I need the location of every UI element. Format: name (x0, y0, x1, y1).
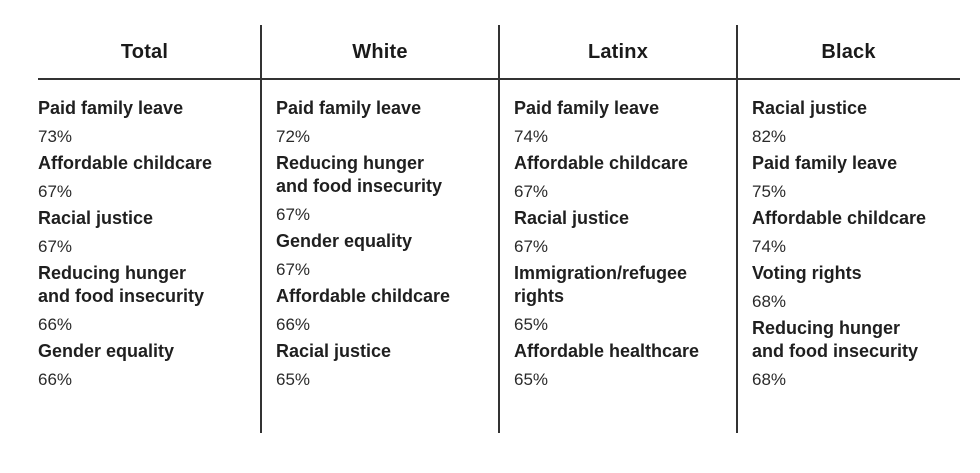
list-item: Reducing hunger and food insecurity 68% (752, 317, 960, 391)
column-divider (260, 25, 262, 433)
issue-label: Affordable childcare (514, 153, 689, 173)
column-divider (498, 25, 500, 433)
issue-percentage: 66% (38, 370, 73, 389)
issue-label: Racial justice (276, 341, 392, 361)
issue-percentage: 65% (514, 315, 549, 334)
list-item: Racial justice 67% (514, 207, 737, 258)
issue-label: Racial justice (752, 98, 868, 118)
issue-percentage: 67% (514, 237, 549, 256)
list-item: Racial justice 65% (276, 340, 499, 391)
issue-label: Paid family leave (514, 98, 660, 118)
issue-percentage: 74% (514, 127, 549, 146)
list-item: Racial justice 82% (752, 97, 960, 148)
issue-label: Racial justice (514, 208, 630, 228)
column-header: White (352, 41, 408, 63)
column-black: Black Racial justice 82% Paid family leave… (737, 25, 960, 433)
header-divider (38, 78, 960, 80)
issue-percentage: 66% (38, 315, 73, 334)
issues-table: Total Paid family leave 73% Affordable chi… (38, 25, 960, 433)
issue-percentage: 75% (752, 182, 787, 201)
issue-percentage: 67% (38, 237, 73, 256)
list-item: Voting rights 68% (752, 262, 960, 313)
column-total: Total Paid family leave 73% Affordable chi… (38, 25, 261, 433)
issue-percentage: 67% (276, 205, 311, 224)
list-item: Affordable childcare 67% (38, 152, 261, 203)
list-item: Paid family leave 75% (752, 152, 960, 203)
issue-label: Paid family leave (276, 98, 422, 118)
issue-label: Affordable healthcare (514, 341, 700, 361)
list-item: Reducing hunger and food insecurity 66% (38, 262, 261, 336)
list-item: Paid family leave 72% (276, 97, 499, 148)
issue-label: Reducing hunger and food insecurity (276, 153, 443, 196)
issue-percentage: 66% (276, 315, 311, 334)
issue-percentage: 67% (38, 182, 73, 201)
list-item: Affordable healthcare 65% (514, 340, 737, 391)
issue-label: Gender equality (276, 231, 413, 251)
list-item: Gender equality 67% (276, 230, 499, 281)
issue-percentage: 74% (752, 237, 787, 256)
issue-label: Affordable childcare (276, 286, 451, 306)
column-white: White Paid family leave 72% Reducing hunge… (261, 25, 499, 433)
issue-label: Immigration/refugee rights (514, 263, 688, 306)
column-items: Paid family leave 73% Affordable childcare… (38, 97, 261, 395)
issue-percentage: 67% (514, 182, 549, 201)
list-item: Affordable childcare 66% (276, 285, 499, 336)
issue-label: Affordable childcare (752, 208, 927, 228)
column-latinx: Latinx Paid family leave 74% Affordable ch… (499, 25, 737, 433)
list-item: Affordable childcare 74% (752, 207, 960, 258)
issue-percentage: 65% (276, 370, 311, 389)
issue-percentage: 65% (514, 370, 549, 389)
column-header: Black (821, 41, 876, 63)
issue-percentage: 82% (752, 127, 787, 146)
issue-percentage: 73% (38, 127, 73, 146)
issue-label: Racial justice (38, 208, 154, 228)
column-header: Latinx (587, 41, 649, 63)
issue-label: Paid family leave (38, 98, 184, 118)
list-item: Paid family leave 74% (514, 97, 737, 148)
list-item: Affordable childcare 67% (514, 152, 737, 203)
column-items: Racial justice 82% Paid family leave 75% Aff… (752, 97, 960, 395)
issue-percentage: 72% (276, 127, 311, 146)
issue-percentage: 68% (752, 370, 787, 389)
list-item: Paid family leave 73% (38, 97, 261, 148)
issue-label: Gender equality (38, 341, 175, 361)
column-items: Paid family leave 74% Affordable childcare… (514, 97, 737, 395)
issue-label: Reducing hunger and food insecurity (38, 263, 205, 306)
list-item: Immigration/refugee rights 65% (514, 262, 737, 336)
column-divider (736, 25, 738, 433)
column-header: Total (120, 41, 169, 63)
column-items: Paid family leave 72% Reducing hunger and … (276, 97, 499, 395)
issue-label: Paid family leave (752, 153, 898, 173)
issue-label: Voting rights (752, 263, 862, 283)
issue-label: Reducing hunger and food insecurity (752, 318, 919, 361)
list-item: Racial justice 67% (38, 207, 261, 258)
list-item: Reducing hunger and food insecurity 67% (276, 152, 499, 226)
issue-percentage: 68% (752, 292, 787, 311)
issue-label: Affordable childcare (38, 153, 213, 173)
list-item: Gender equality 66% (38, 340, 261, 391)
issue-percentage: 67% (276, 260, 311, 279)
